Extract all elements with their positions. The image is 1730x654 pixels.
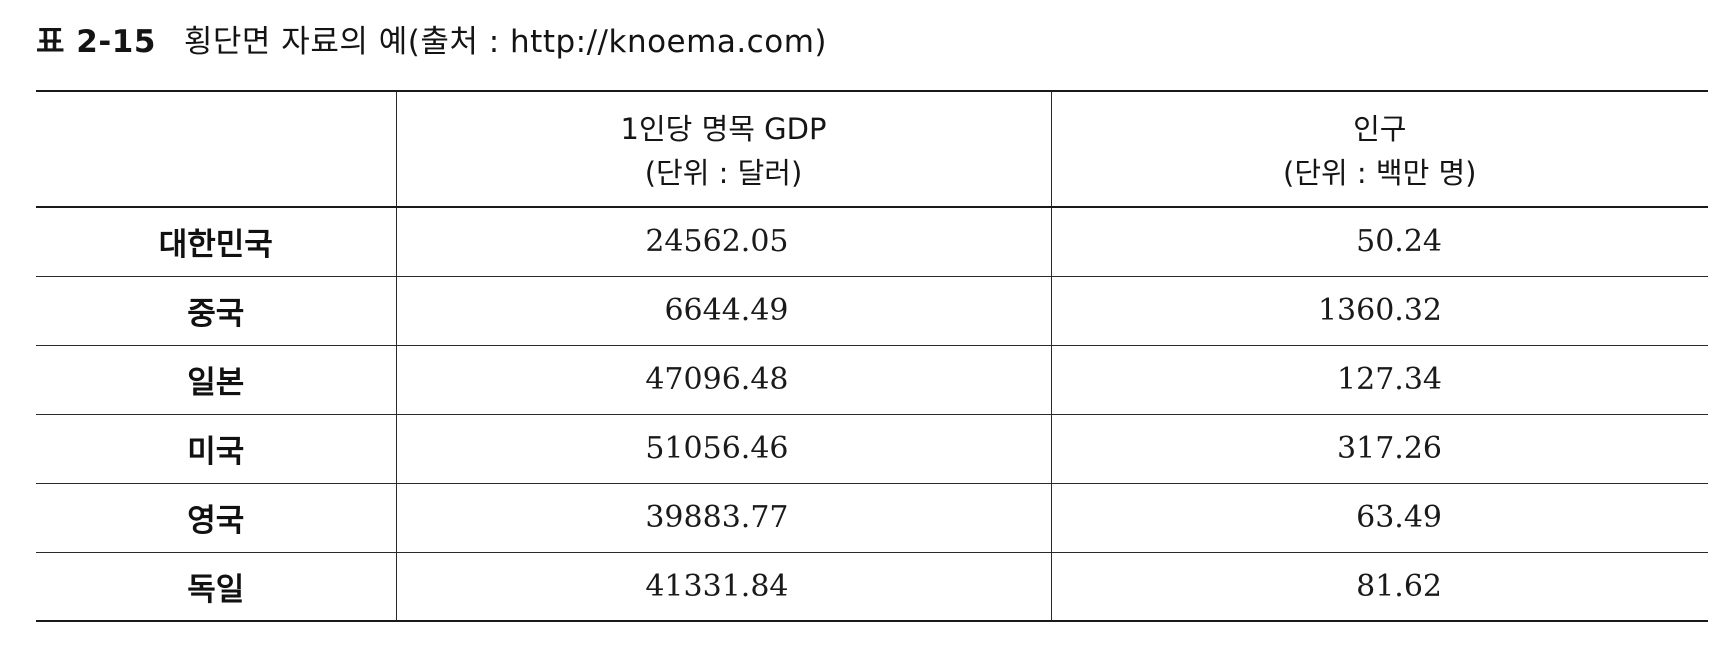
population-cell: 317.26 <box>1050 414 1708 483</box>
country-cell: 일본 <box>187 365 245 401</box>
cross-section-data-table: 1인당 명목 GDP (단위 : 달러) 인구 (단위 : 백만 명) 대한민국… <box>36 90 1708 622</box>
gdp-cell: 24562.05 <box>395 207 1051 276</box>
population-cell: 50.24 <box>1050 207 1708 276</box>
header-population-unit: (단위 : 백만 명) <box>1283 156 1477 190</box>
table-row: 영국 39883.77 63.49 <box>36 483 1708 552</box>
header-row: 1인당 명목 GDP (단위 : 달러) 인구 (단위 : 백만 명) <box>36 91 1708 207</box>
population-cell: 63.49 <box>1050 483 1708 552</box>
country-cell: 대한민국 <box>158 227 273 264</box>
table-number-label: 표 2-15 <box>36 24 156 60</box>
table-row: 독일 41331.84 81.62 <box>36 552 1708 621</box>
gdp-cell: 51056.46 <box>395 414 1051 483</box>
header-population-cell: 인구 (단위 : 백만 명) <box>1050 91 1708 207</box>
country-cell: 독일 <box>187 571 245 608</box>
gdp-cell: 6644.49 <box>395 276 1051 345</box>
header-gdp-title: 1인당 명목 GDP <box>620 112 827 146</box>
table-title: 횡단면 자료의 예(출처 : http://knoema.com) <box>183 24 827 60</box>
population-cell: 127.34 <box>1050 345 1708 414</box>
table-caption: 표 2-15 횡단면 자료의 예(출처 : http://knoema.com) <box>36 16 827 61</box>
country-cell: 중국 <box>187 296 245 332</box>
header-country-cell <box>36 91 396 207</box>
table-header: 1인당 명목 GDP (단위 : 달러) 인구 (단위 : 백만 명) <box>36 91 1708 207</box>
header-gdp-cell: 1인당 명목 GDP (단위 : 달러) <box>395 91 1051 207</box>
table-row: 미국 51056.46 317.26 <box>36 414 1708 483</box>
table-body: 대한민국 24562.05 50.24 중국 6644.49 1360.32 일… <box>36 207 1708 621</box>
header-gdp-unit: (단위 : 달러) <box>644 156 803 190</box>
gdp-cell: 39883.77 <box>395 483 1051 552</box>
population-cell: 81.62 <box>1050 552 1708 621</box>
country-cell: 영국 <box>187 503 245 539</box>
country-cell: 미국 <box>187 434 245 470</box>
population-cell: 1360.32 <box>1050 276 1708 345</box>
table-row: 중국 6644.49 1360.32 <box>36 276 1708 345</box>
table-row: 대한민국 24562.05 50.24 <box>36 207 1708 276</box>
gdp-cell: 47096.48 <box>395 345 1051 414</box>
table-row: 일본 47096.48 127.34 <box>36 345 1708 414</box>
header-population-title: 인구 <box>1353 112 1407 146</box>
gdp-cell: 41331.84 <box>395 552 1051 621</box>
